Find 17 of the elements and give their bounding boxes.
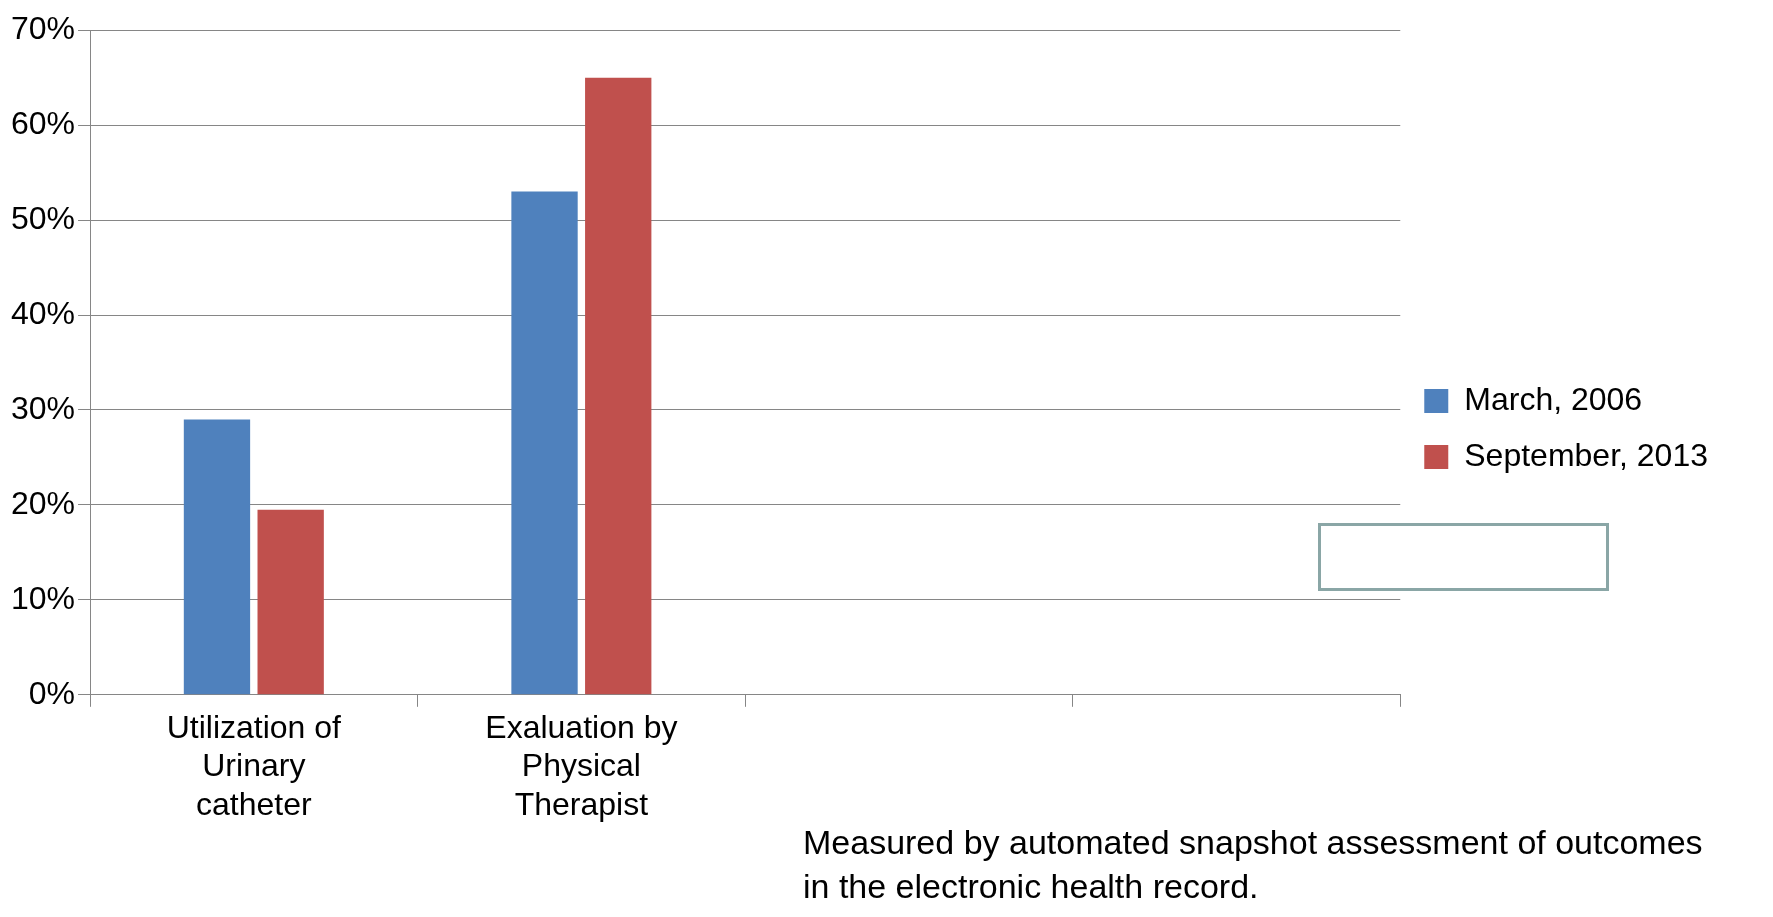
x-tick-label: Exaluation by Physical Therapist <box>485 708 678 822</box>
y-tick-label: 70% <box>11 10 76 47</box>
y-tick-label: 0% <box>28 674 76 711</box>
legend-label: March, 2006 <box>1464 380 1643 417</box>
y-tick-label: 40% <box>11 294 76 331</box>
y-tick-label: 10% <box>11 579 76 616</box>
y-tick-label: 30% <box>11 389 76 426</box>
bar <box>511 191 578 695</box>
bar <box>585 77 652 695</box>
bar <box>183 419 251 695</box>
legend-label: September, 2013 <box>1464 436 1708 473</box>
y-tick-label: 60% <box>11 104 76 141</box>
y-tick-label: 20% <box>11 484 76 521</box>
text: Measured by automated snapshot assessment of outcomes in the electronic health record. <box>803 822 1703 907</box>
bar <box>257 509 324 695</box>
x-tick-label: Utilization of Urinary catheter <box>166 708 342 822</box>
y-tick-label: 50% <box>11 199 76 236</box>
